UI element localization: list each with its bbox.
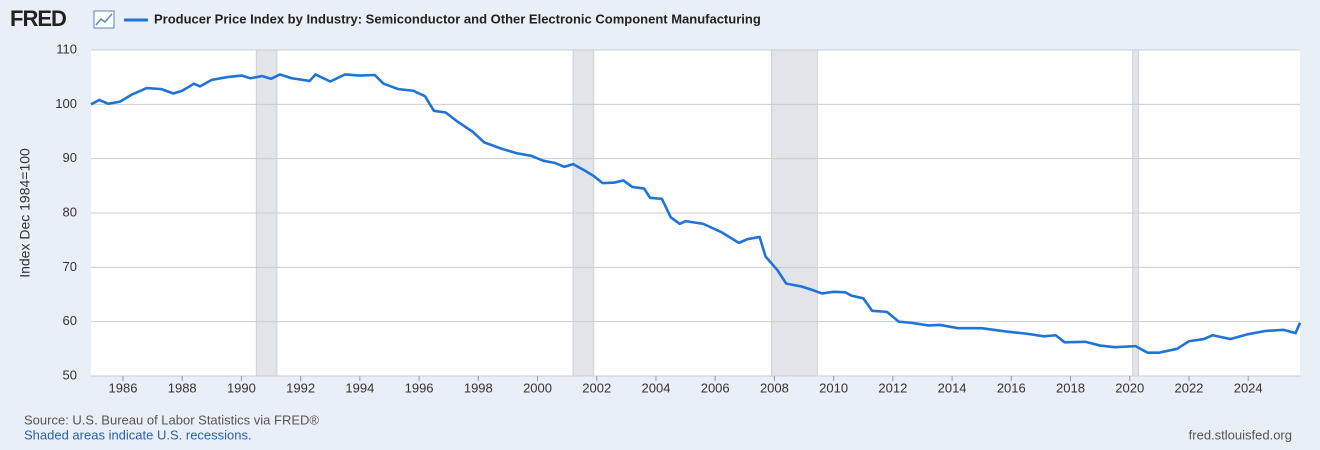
x-tick-label: 2020 — [1115, 380, 1144, 395]
x-tick-label: 2008 — [760, 380, 789, 395]
x-tick-label: 1994 — [345, 380, 374, 395]
x-tick-label: 2014 — [938, 380, 967, 395]
x-tick-label: 2018 — [1056, 380, 1085, 395]
series-line — [90, 73, 1302, 354]
site-link[interactable]: fred.stlouisfed.org — [1189, 427, 1292, 442]
x-tick-label: 1990 — [227, 380, 256, 395]
x-tick-label: 2024 — [1234, 380, 1263, 395]
x-tick-label: 2010 — [819, 380, 848, 395]
y-tick-label: 60 — [63, 313, 77, 328]
x-tick-label: 1998 — [464, 380, 493, 395]
x-tick-label: 1992 — [286, 380, 315, 395]
x-tick-label: 2004 — [642, 380, 671, 395]
y-tick-label: 70 — [63, 259, 77, 274]
x-tick-label: 2002 — [582, 380, 611, 395]
y-axis-label: Index Dec 1984=100 — [17, 148, 33, 278]
x-tick-label: 1986 — [109, 380, 138, 395]
x-tick-label: 2000 — [523, 380, 552, 395]
recession-note: Shaded areas indicate U.S. recessions. — [24, 427, 252, 442]
source: Source: U.S. Bureau of Labor Statistics … — [24, 412, 319, 427]
y-tick-label: 110 — [56, 41, 77, 56]
y-tick-label: 90 — [63, 150, 77, 165]
legend-label: Producer Price Index by Industry: Semico… — [154, 11, 761, 26]
y-tick-label: 80 — [63, 204, 77, 219]
y-tick-label: 100 — [55, 96, 77, 111]
x-tick-label: 2006 — [701, 380, 730, 395]
x-tick-label: 2012 — [878, 380, 907, 395]
x-tick-label: 2022 — [1174, 380, 1203, 395]
logo[interactable]: FRED — [10, 6, 67, 31]
logo-icon — [93, 10, 115, 29]
x-tick-label: 2016 — [997, 380, 1026, 395]
x-tick-label: 1988 — [168, 380, 197, 395]
y-tick-label: 50 — [63, 367, 77, 382]
x-tick-label: 1996 — [405, 380, 434, 395]
